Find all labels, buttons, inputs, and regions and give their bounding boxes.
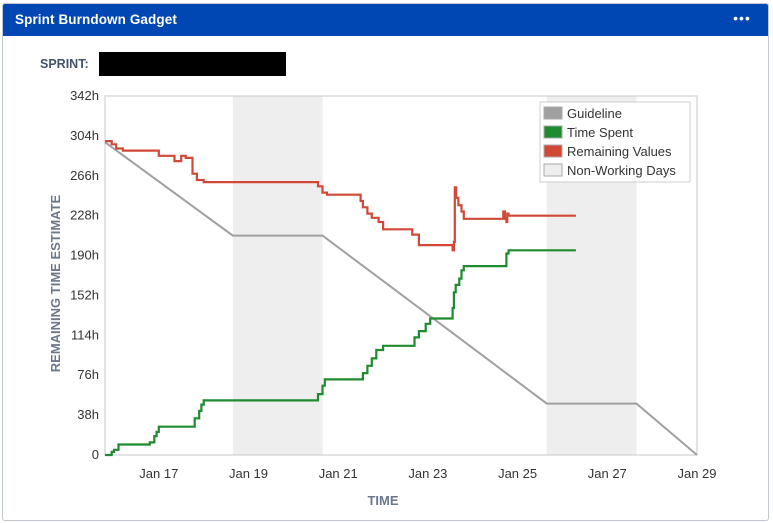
x-tick-label: Jan 25 bbox=[498, 466, 537, 481]
y-tick-label: 76h bbox=[77, 367, 99, 382]
y-tick-label: 0 bbox=[92, 447, 99, 462]
legend-label: Time Spent bbox=[567, 125, 633, 140]
legend-label: Non-Working Days bbox=[567, 163, 676, 178]
legend-swatch bbox=[543, 106, 563, 120]
burndown-gadget: Sprint Burndown Gadget ••• bbox=[2, 3, 769, 521]
x-tick-label: Jan 29 bbox=[677, 466, 716, 481]
y-tick-label: 304h bbox=[70, 128, 99, 143]
x-tick-label: Jan 19 bbox=[229, 466, 268, 481]
legend-swatch bbox=[543, 144, 563, 158]
legend-label: Remaining Values bbox=[567, 144, 672, 159]
legend-swatch bbox=[543, 163, 563, 177]
y-tick-label: 342h bbox=[70, 88, 99, 103]
legend-label: Guideline bbox=[567, 106, 622, 121]
legend-swatch bbox=[543, 125, 563, 139]
x-axis-title: TIME bbox=[367, 493, 398, 508]
x-tick-label: Jan 17 bbox=[139, 466, 178, 481]
gadget-header: Sprint Burndown Gadget ••• bbox=[3, 4, 768, 36]
x-tick-label: Jan 27 bbox=[588, 466, 627, 481]
more-horizontal-icon[interactable]: ••• bbox=[733, 10, 751, 26]
plot-frame bbox=[104, 95, 698, 456]
y-axis-title: REMAINING TIME ESTIMATE bbox=[48, 194, 63, 372]
series-line-time-spent bbox=[105, 249, 576, 457]
y-tick-label: 190h bbox=[70, 248, 99, 263]
x-tick-label: Jan 21 bbox=[319, 466, 358, 481]
series-line-remaining-values bbox=[105, 140, 576, 252]
y-tick-label: 152h bbox=[70, 287, 99, 302]
y-tick-label: 38h bbox=[77, 407, 99, 422]
non-working-band-0 bbox=[232, 96, 323, 455]
sprint-name-redacted bbox=[99, 52, 286, 76]
legend-box bbox=[539, 101, 691, 183]
sprint-label: SPRINT: bbox=[40, 57, 89, 71]
y-tick-label: 266h bbox=[70, 168, 99, 183]
gadget-title: Sprint Burndown Gadget bbox=[15, 12, 177, 27]
x-tick-label: Jan 23 bbox=[408, 466, 447, 481]
y-tick-label: 114h bbox=[71, 327, 99, 342]
y-tick-label: 228h bbox=[70, 208, 99, 223]
